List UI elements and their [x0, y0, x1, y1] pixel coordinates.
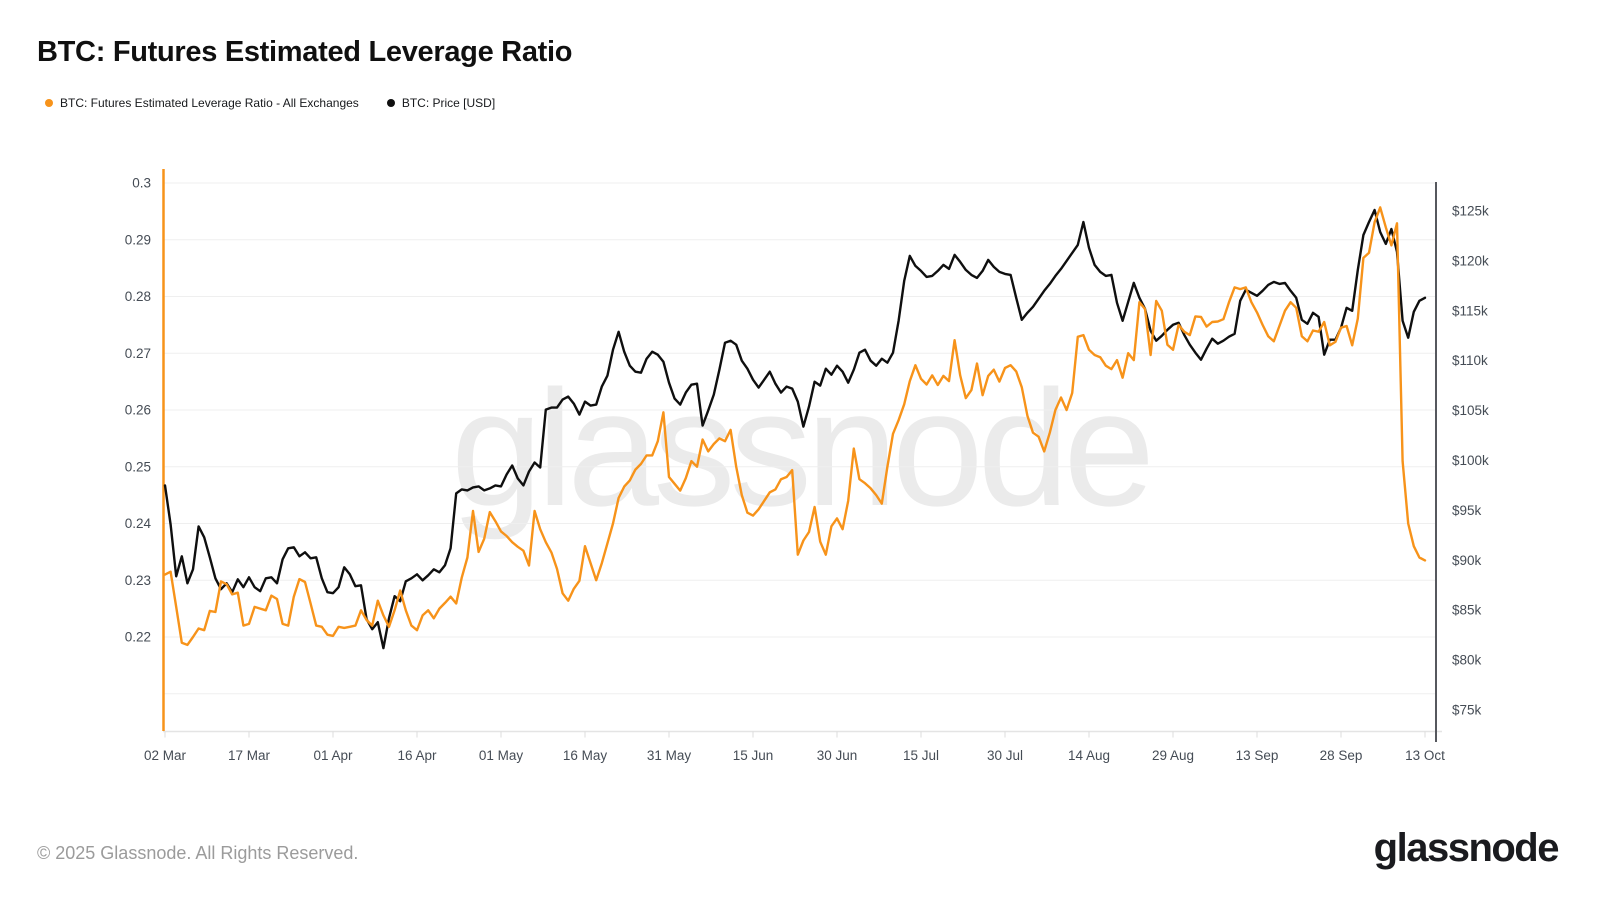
axis-labels-group: 02 Mar 17 Mar 01 Apr 16 Apr 01 May 16 May 31 M… [125, 176, 1489, 764]
x-tick-label: 15 Jul [903, 748, 939, 763]
y-left-tick-label: 0.24 [125, 516, 152, 531]
y-right-tick-label: $105k [1452, 403, 1489, 418]
legend-item-leverage-ratio[interactable]: BTC: Futures Estimated Leverage Ratio - … [45, 97, 359, 109]
x-tick-label: 17 Mar [228, 748, 271, 763]
leverage-series-dot-icon [45, 99, 53, 107]
btc-price-line [163, 208, 1427, 650]
gridlines-group [163, 182, 1437, 695]
y-right-tick-label: $75k [1452, 703, 1482, 718]
chart-legend: BTC: Futures Estimated Leverage Ratio - … [45, 97, 495, 109]
y-right-tick-label: $125k [1452, 204, 1489, 219]
legend-item-btc-price[interactable]: BTC: Price [USD] [386, 96, 496, 110]
x-tick-label: 31 May [647, 748, 692, 763]
y-left-tick-label: 0.23 [125, 573, 151, 588]
legend-label: BTC: Futures Estimated Leverage Ratio - … [60, 96, 359, 110]
x-tick-label: 13 Sep [1236, 748, 1279, 763]
x-tick-label: 16 Apr [397, 748, 437, 763]
x-tick-label: 30 Jun [817, 748, 858, 763]
price-series-dot-icon [386, 99, 395, 107]
y-right-tick-label: $90k [1452, 553, 1482, 568]
y-left-tick-label: 0.3 [132, 176, 151, 191]
glassnode-logo: glassnode [1373, 826, 1560, 870]
y-right-tick-label: $115k [1452, 303, 1488, 318]
y-left-tick-label: 0.22 [125, 630, 151, 645]
x-tick-label: 01 May [479, 748, 524, 763]
copyright-text: © 2025 Glassnode. All Rights Reserved. [37, 843, 359, 863]
y-right-tick-label: $100k [1452, 453, 1489, 468]
series-group [163, 206, 1427, 650]
y-right-tick-label: $95k [1452, 503, 1482, 518]
x-tick-label: 30 Jul [987, 748, 1023, 763]
x-tick-label: 15 Jun [733, 748, 774, 763]
y-right-tick-label: $85k [1452, 603, 1482, 618]
x-tick-label: 29 Aug [1152, 748, 1194, 763]
x-tick-label: 28 Sep [1320, 748, 1363, 763]
x-tick-label: 16 May [563, 748, 608, 763]
glassnode-watermark: glassnode [451, 366, 1155, 531]
y-left-tick-label: 0.27 [125, 346, 151, 361]
axes-group [162, 169, 1442, 742]
y-left-tick-label: 0.29 [125, 232, 151, 247]
x-tick-label: 14 Aug [1068, 748, 1110, 763]
leverage-ratio-line [163, 206, 1427, 647]
y-left-tick-label: 0.25 [125, 459, 151, 474]
y-right-tick-label: $120k [1452, 253, 1489, 268]
legend-label: BTC: Price [USD] [401, 96, 496, 110]
y-left-tick-label: 0.26 [125, 403, 151, 418]
y-right-tick-label: $80k [1452, 653, 1482, 668]
x-tick-label: 13 Oct [1405, 748, 1445, 763]
y-right-tick-label: $110k [1452, 353, 1488, 368]
plot-area[interactable] [163, 169, 1437, 731]
x-tick-label: 01 Apr [313, 748, 353, 763]
y-left-tick-label: 0.28 [125, 289, 151, 304]
x-tick-label: 02 Mar [144, 748, 187, 763]
page-title: BTC: Futures Estimated Leverage Ratio [37, 36, 573, 68]
